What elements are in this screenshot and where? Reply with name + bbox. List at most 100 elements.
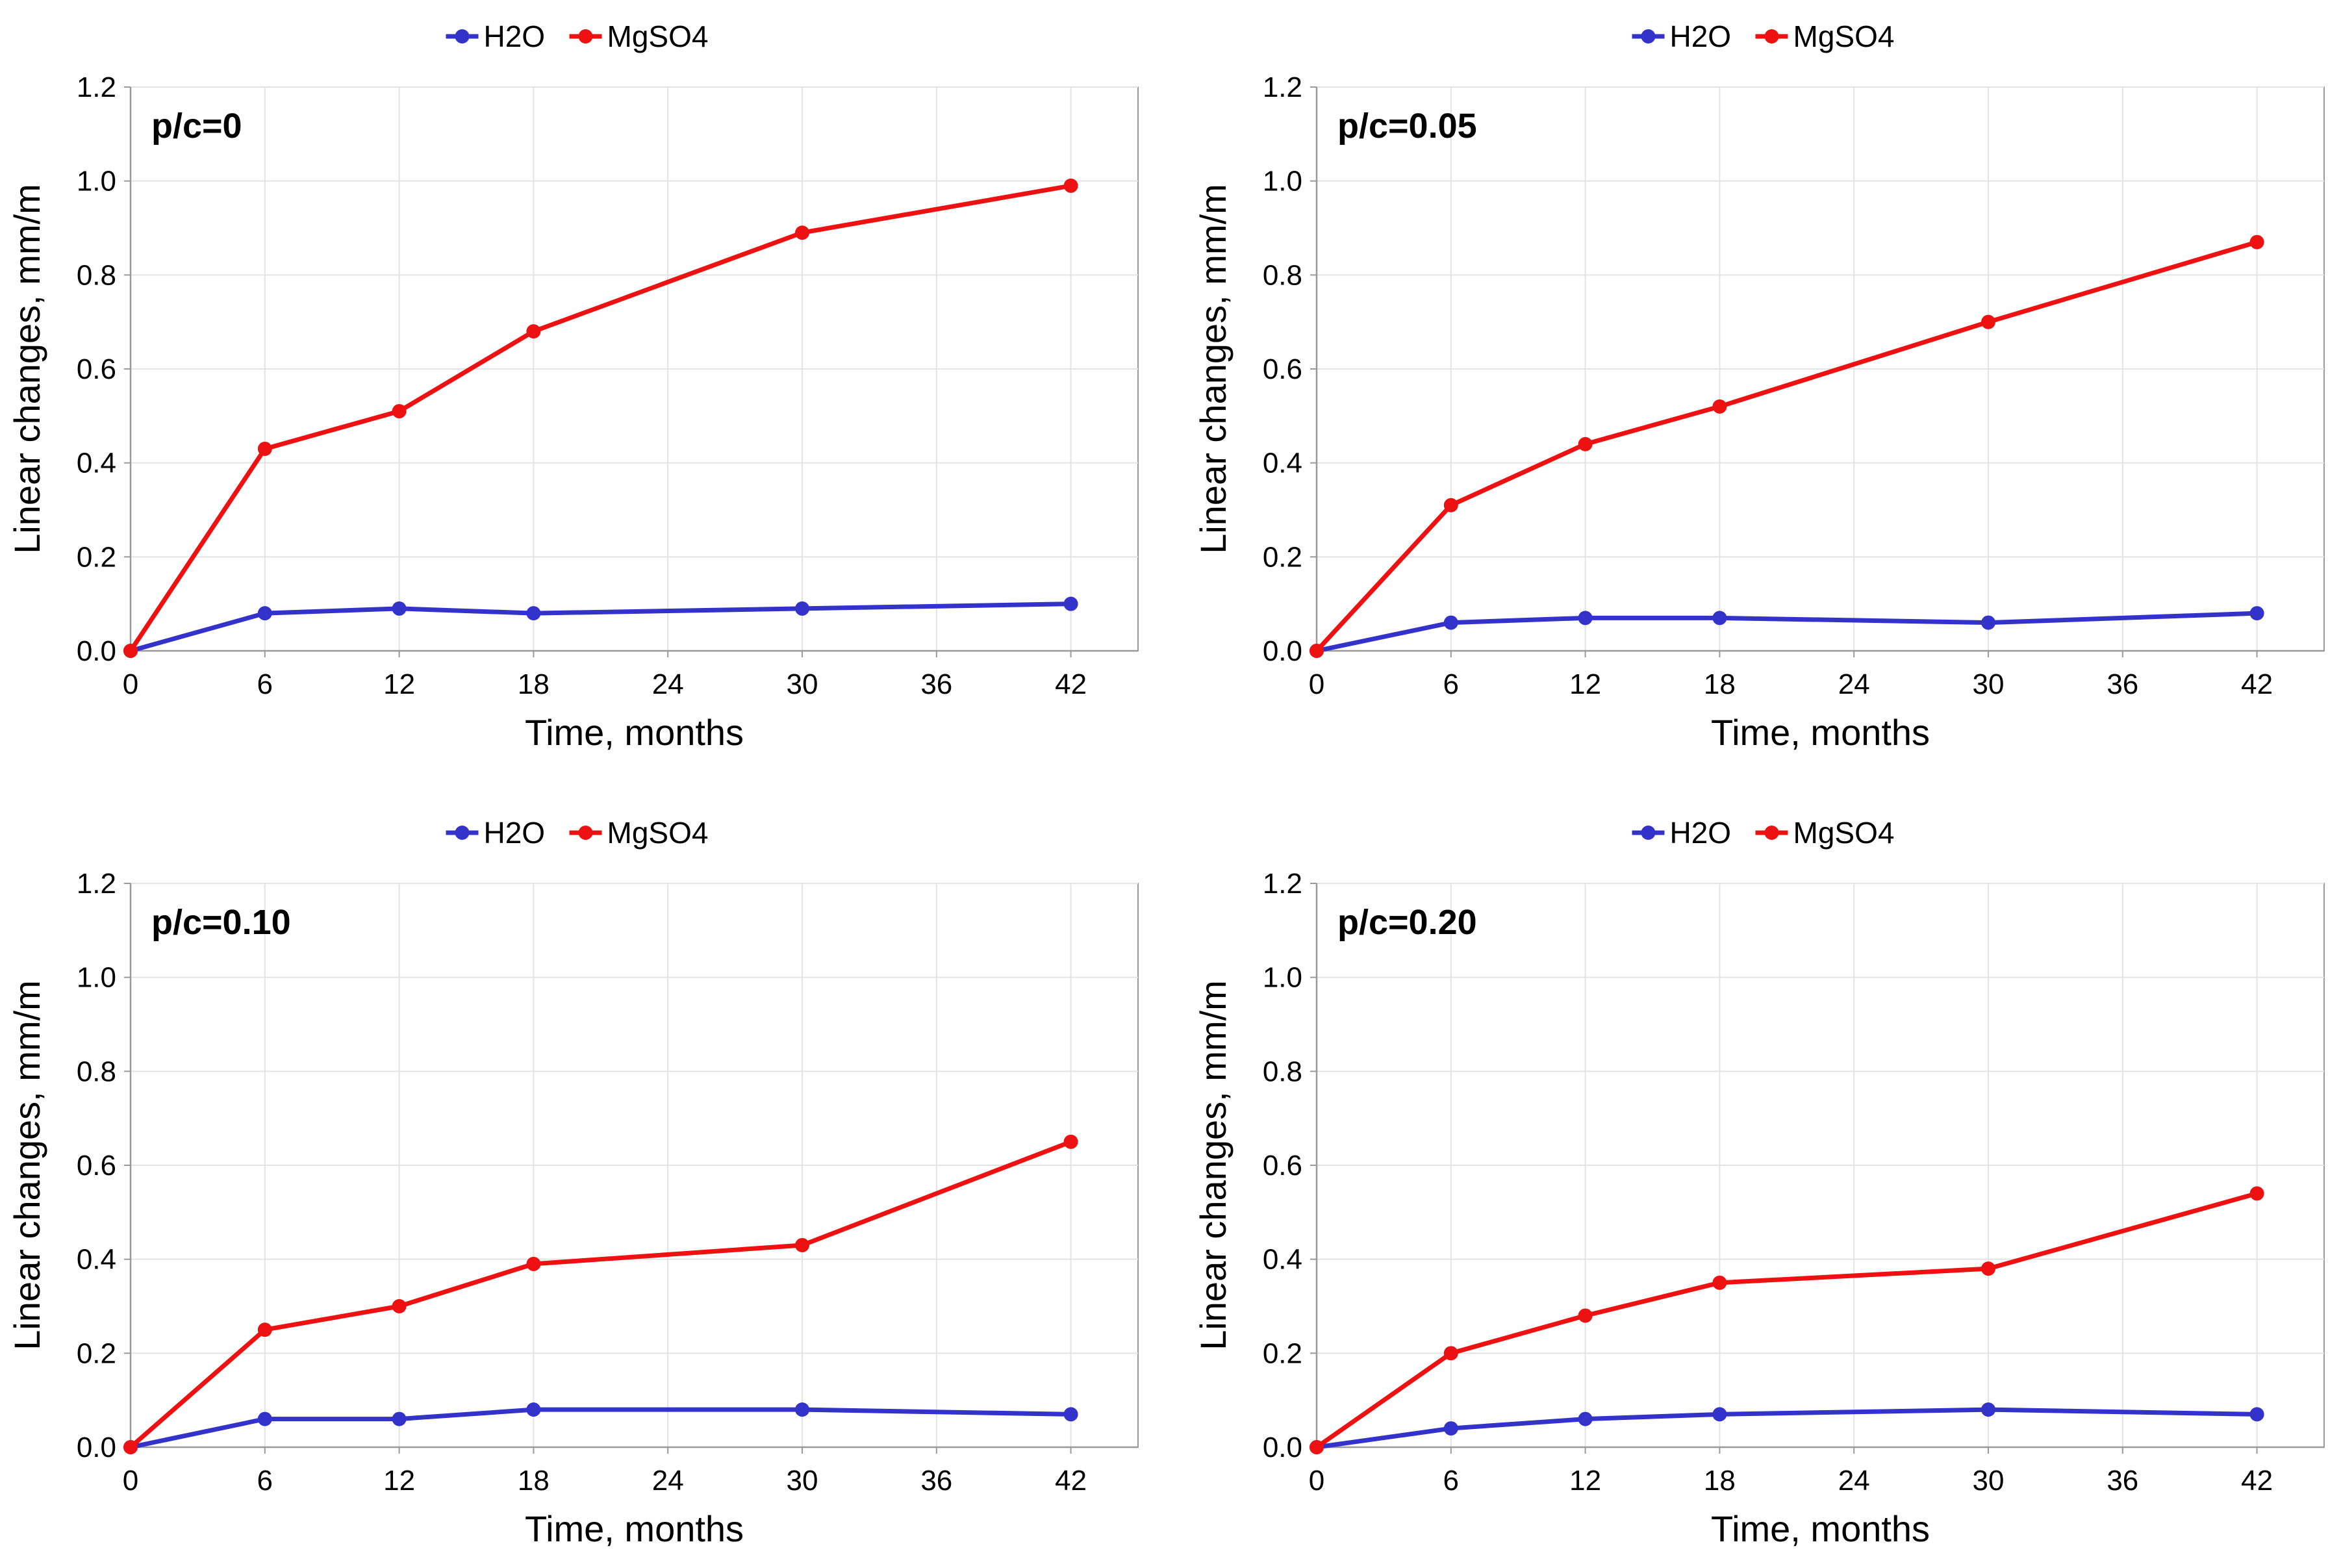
data-point-h2o	[1578, 611, 1593, 626]
data-point-mgso4	[1310, 644, 1324, 658]
data-point-h2o	[1063, 1407, 1078, 1422]
x-tick-label: 12	[383, 668, 415, 700]
y-tick-label: 0.2	[77, 1337, 116, 1369]
legend: H2O MgSO4	[446, 816, 709, 850]
x-tick-label: 24	[1838, 1465, 1870, 1497]
data-point-h2o	[795, 601, 809, 616]
x-tick-label: 36	[920, 668, 952, 700]
data-point-mgso4	[2249, 1186, 2264, 1201]
data-point-mgso4	[1310, 1440, 1324, 1454]
y-tick-label: 0.4	[77, 1244, 116, 1276]
data-point-mgso4	[392, 1299, 407, 1313]
x-tick-label: 18	[518, 668, 550, 700]
data-point-mgso4	[123, 1440, 138, 1454]
data-point-mgso4	[1578, 1308, 1593, 1323]
data-point-mgso4	[1712, 399, 1727, 414]
legend-label-mgso4: MgSO4	[1793, 19, 1895, 53]
legend-label-mgso4: MgSO4	[1793, 816, 1895, 850]
data-point-h2o	[1712, 611, 1727, 626]
x-tick-label: 12	[1569, 1465, 1601, 1497]
x-axis-title: Time, months	[525, 1508, 744, 1549]
legend-marker-h2o	[1641, 826, 1656, 840]
y-tick-label: 0.4	[77, 448, 116, 479]
y-tick-label: 0.6	[1263, 353, 1302, 385]
data-point-h2o	[1443, 1421, 1458, 1436]
data-point-mgso4	[392, 404, 407, 419]
chart-panel-2: 0 6 12 18 24 30 36 42 0.0 0.2 0.4 0.6 0.8 1.0 1.2 Time,…	[1193, 19, 2325, 753]
x-tick-label: 24	[652, 1465, 684, 1497]
data-point-h2o	[257, 606, 272, 621]
data-point-h2o	[392, 601, 407, 616]
y-axis-title: Linear changes, mm/m	[1193, 980, 1234, 1350]
legend-marker-mgso4	[578, 29, 593, 44]
x-tick-label: 36	[2107, 668, 2138, 700]
x-tick-label: 0	[1309, 668, 1324, 700]
data-point-h2o	[526, 1402, 541, 1417]
y-tick-label: 0.8	[77, 1056, 116, 1087]
y-tick-label: 0.0	[1263, 635, 1302, 667]
y-tick-label: 0.6	[77, 353, 116, 385]
legend: H2O MgSO4	[1632, 816, 1895, 850]
legend-label-h2o: H2O	[1670, 816, 1732, 850]
x-tick-label: 36	[2107, 1465, 2138, 1497]
x-axis-title: Time, months	[525, 712, 744, 753]
x-tick-label: 42	[1055, 668, 1087, 700]
y-tick-label: 1.2	[77, 868, 116, 900]
x-axis-title: Time, months	[1711, 712, 1930, 753]
x-tick-label: 12	[1569, 668, 1601, 700]
data-point-h2o	[2249, 1407, 2264, 1422]
x-tick-label: 30	[1973, 1465, 2005, 1497]
data-point-mgso4	[1981, 314, 1995, 329]
x-axis-title: Time, months	[1711, 1508, 1930, 1549]
series-line-mgso4	[128, 183, 1074, 653]
chart-panel-1: 0 6 12 18 24 30 36 42 0.0 0.2 0.4 0.6 0.8 1.0 1.2 Time,…	[6, 19, 1139, 753]
x-tick-label: 0	[123, 668, 138, 700]
legend-label-h2o: H2O	[484, 816, 546, 850]
y-tick-label: 0.2	[1263, 1337, 1302, 1369]
series-line-mgso4	[1314, 1191, 2260, 1450]
data-point-h2o	[1063, 596, 1078, 611]
x-tick-label: 0	[123, 1465, 138, 1497]
x-tick-label: 30	[787, 1465, 818, 1497]
data-point-h2o	[257, 1411, 272, 1426]
series-line-h2o	[128, 1407, 1074, 1450]
y-tick-label: 0.2	[1263, 541, 1302, 573]
y-tick-label: 0.8	[1263, 259, 1302, 291]
series-line-mgso4	[1314, 240, 2260, 653]
series-line-mgso4	[128, 1139, 1074, 1450]
x-tick-label: 42	[2241, 1465, 2273, 1497]
y-tick-label: 1.0	[77, 962, 116, 994]
legend-marker-mgso4	[1764, 29, 1779, 44]
x-tick-label: 30	[1973, 668, 2005, 700]
panel-annotation: p/c=0.10	[151, 903, 291, 942]
data-point-mgso4	[2249, 234, 2264, 249]
y-tick-label: 0.0	[77, 635, 116, 667]
legend-label-h2o: H2O	[484, 19, 546, 53]
x-tick-label: 36	[920, 1465, 952, 1497]
data-point-h2o	[526, 606, 541, 621]
chart-panel-4: 0 6 12 18 24 30 36 42 0.0 0.2 0.4 0.6 0.8 1.0 1.2 Time,…	[1193, 816, 2325, 1549]
data-point-mgso4	[795, 225, 809, 240]
x-tick-label: 18	[1704, 1465, 1736, 1497]
y-tick-label: 1.2	[77, 71, 116, 103]
legend-marker-h2o	[1641, 29, 1656, 44]
y-tick-label: 1.0	[77, 166, 116, 197]
data-point-h2o	[2249, 606, 2264, 621]
legend-label-mgso4: MgSO4	[607, 816, 709, 850]
data-point-h2o	[1578, 1411, 1593, 1426]
x-tick-label: 24	[1838, 668, 1870, 700]
legend-marker-mgso4	[578, 826, 593, 840]
legend: H2O MgSO4	[1632, 19, 1895, 53]
y-tick-label: 0.0	[1263, 1432, 1302, 1463]
x-tick-label: 6	[257, 1465, 273, 1497]
y-axis-title: Linear changes, mm/m	[6, 184, 47, 554]
legend-marker-h2o	[455, 29, 470, 44]
series-line-h2o	[1314, 611, 2260, 653]
y-tick-label: 1.2	[1263, 71, 1302, 103]
legend-label-h2o: H2O	[1670, 19, 1732, 53]
data-point-mgso4	[1063, 178, 1078, 193]
data-point-h2o	[1981, 1402, 1995, 1417]
y-tick-label: 0.4	[1263, 1244, 1302, 1276]
panel-annotation: p/c=0	[151, 107, 242, 145]
data-point-mgso4	[526, 324, 541, 339]
